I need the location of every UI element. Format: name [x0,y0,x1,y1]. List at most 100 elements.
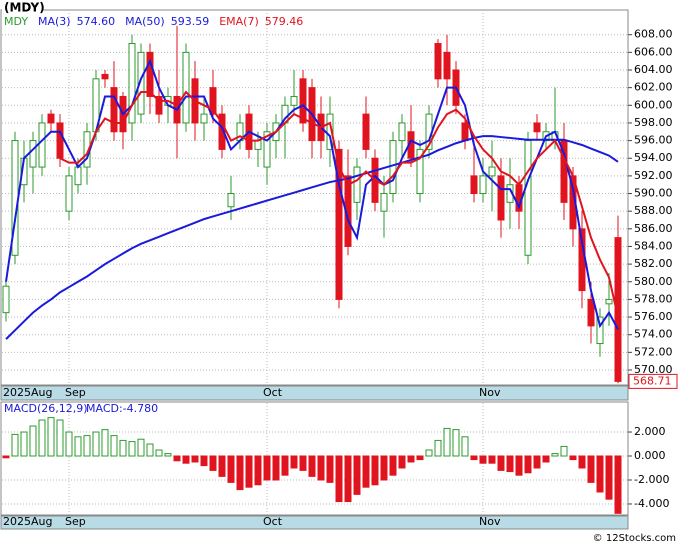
candle-body [587,298,595,327]
y-tick-label: 578.00 [634,292,673,305]
candle-body [137,51,145,115]
candle-body [497,175,505,221]
candle-body [65,175,73,212]
candle-body [38,122,46,168]
macd-bar [173,455,181,462]
macd-bar [317,455,325,481]
candle-body [263,131,271,168]
y-tick-label: 596.00 [634,134,673,147]
legend-value: 593.59 [171,15,210,28]
legend-name: EMA(7) [219,15,259,28]
macd-bar [587,455,595,483]
y-tick-label: 570.00 [634,363,673,376]
price-panel [0,9,629,386]
y-tick-label: -2.000 [634,473,669,486]
macd-bar [137,438,145,457]
macd-subtitle: MACD:-4.780 [86,402,158,415]
macd-bar [515,455,523,476]
macd-bar [614,455,622,514]
y-tick-label: -4.000 [634,497,669,510]
y-tick-label: 606.00 [634,45,673,58]
y-tick-label: 580.00 [634,275,673,288]
candle-body [155,95,163,115]
macd-bar [560,445,568,457]
candle-body [533,122,541,133]
candle-body [182,51,190,124]
macd-bar [20,431,28,457]
date-strip [0,385,629,401]
candle-body [209,87,217,115]
candle-body [2,285,10,314]
candle-body [596,316,604,345]
macd-bar [272,455,280,481]
x-tick-label: Nov [479,386,501,399]
candle-body [326,113,334,150]
candle-body [29,140,37,168]
candle-body [335,148,343,300]
macd-bar [551,453,559,457]
macd-bar [488,455,496,464]
macd-bar [47,417,55,457]
y-tick-label: 582.00 [634,257,673,270]
legend-name: MA(3) [38,15,71,28]
macd-bar [2,455,10,459]
candle-body [614,237,622,382]
macd-bar [254,455,262,486]
macd-bar [191,455,199,463]
macd-bar [83,435,91,457]
x-tick-label: Oct [263,515,283,528]
macd-panel [0,401,629,516]
macd-bar [38,419,46,457]
candle-body [299,78,307,124]
candle-body [290,95,298,106]
candle-body [200,113,208,124]
macd-bar [65,431,73,457]
candle-body [146,51,154,97]
candle-body [353,166,361,203]
macd-bar [470,455,478,461]
macd-bar [308,455,316,477]
y-tick-label: 598.00 [634,116,673,129]
macd-bar [119,439,127,457]
candle-body [110,87,118,133]
macd-bar [281,455,289,476]
macd-bar [236,455,244,491]
ma-line [5,58,619,330]
candle-body [56,122,64,159]
y-tick-label: 590.00 [634,187,673,200]
candle-body [380,193,388,212]
macd-bar [218,455,226,477]
macd-bar [110,435,118,457]
macd-bar [542,455,550,463]
legend-value: 579.46 [265,15,304,28]
macd-bar [434,439,442,457]
macd-bar [605,455,613,500]
last-price-box [628,373,678,389]
macd-bar [407,455,415,463]
macd-bar [389,455,397,476]
y-tick-label: 600.00 [634,98,673,111]
candle-body [605,298,613,305]
x-tick-label: Oct [263,386,283,399]
candle-body [434,43,442,80]
x-tick-label: 2025Aug [3,386,52,399]
candle-body [362,113,370,150]
macd-bar [92,431,100,457]
y-tick-label: 572.00 [634,345,673,358]
macd-bar [155,449,163,457]
date-strip [0,515,629,530]
chart-title: (MDY) [4,1,45,15]
macd-bar [290,455,298,469]
macd-bar [200,455,208,467]
y-tick-label: 576.00 [634,310,673,323]
y-tick-label: 604.00 [634,63,673,76]
macd-title: MACD(26,12,9) [4,402,88,415]
candle-body [74,166,82,186]
macd-bar [56,419,64,457]
candle-body [128,43,136,124]
footer: © 12Stocks.com [593,533,676,544]
macd-bar [335,455,343,503]
candle-body [398,122,406,142]
macd-bar [596,455,604,493]
